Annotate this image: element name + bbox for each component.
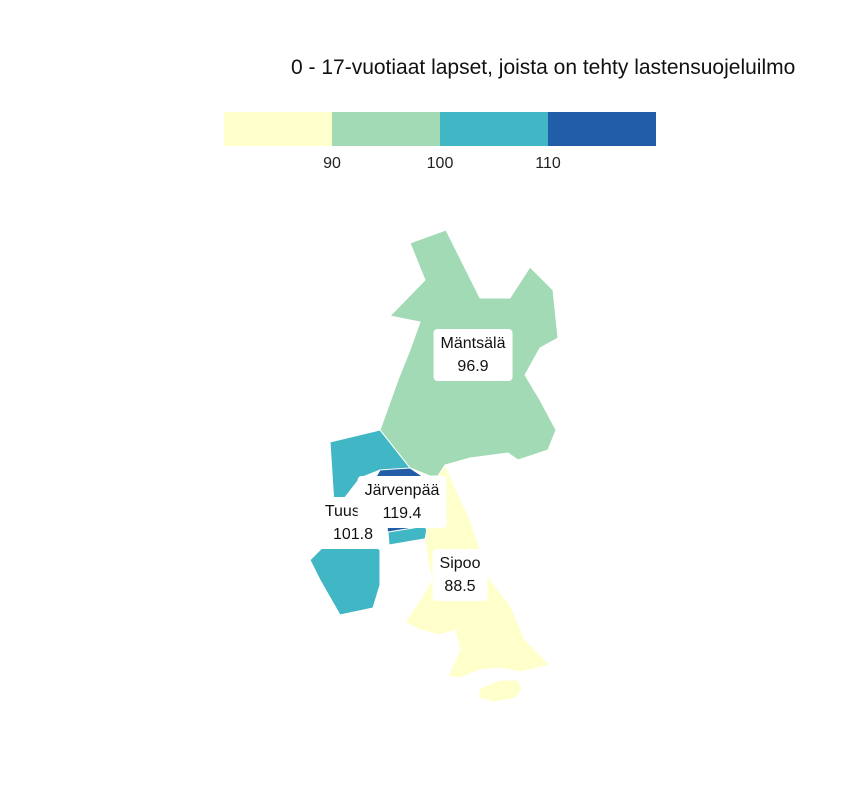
map-title: 0 - 17-vuotiaat lapset, joista on tehty …: [291, 56, 796, 79]
legend-tick-90: 90: [323, 155, 341, 172]
legend-swatch-4: [548, 112, 656, 146]
legend-swatch-3: [440, 112, 548, 146]
label-tuusula-value: 101.8: [332, 526, 374, 543]
color-legend: [224, 112, 656, 146]
region-sipoo-island[interactable]: [477, 679, 523, 703]
legend-tick-100: 100: [426, 155, 454, 172]
label-jarvenpaa-name: Järvenpää: [364, 482, 440, 499]
label-sipoo-value: 88.5: [444, 578, 476, 595]
legend-swatch-2: [332, 112, 440, 146]
label-mantsala: Mäntsälä 96.9: [433, 329, 513, 381]
label-mantsala-value: 96.9: [457, 358, 489, 375]
label-jarvenpaa: Järvenpää 119.4: [357, 476, 447, 528]
label-sipoo-name: Sipoo: [439, 555, 481, 572]
legend-swatch-1: [224, 112, 332, 146]
label-jarvenpaa-value: 119.4: [382, 505, 422, 522]
label-sipoo: Sipoo 88.5: [432, 549, 488, 601]
label-mantsala-name: Mäntsälä: [440, 335, 506, 352]
legend-tick-110: 110: [535, 155, 561, 172]
